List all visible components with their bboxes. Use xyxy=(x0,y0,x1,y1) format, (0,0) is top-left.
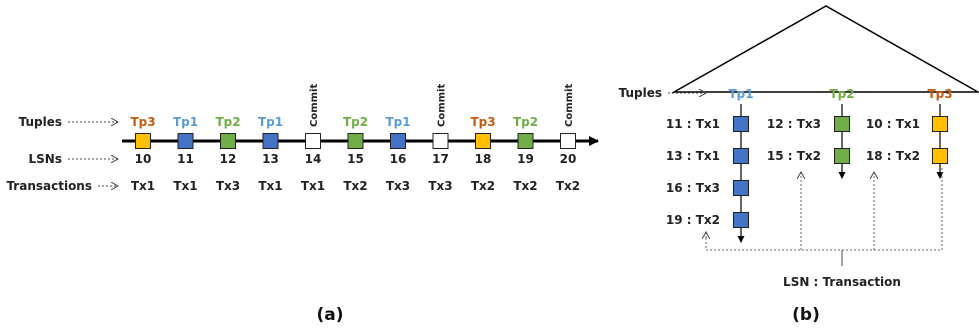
log-entry: Commit 20 Tx2 xyxy=(556,84,580,193)
tuple-label: Tp2 xyxy=(513,115,538,129)
transaction-label: Tx1 xyxy=(301,179,325,193)
tuple-label: Tp1 xyxy=(258,115,283,129)
tuple-write-marker xyxy=(475,133,491,149)
log-entry: Commit 17 Tx3 xyxy=(428,84,452,193)
version-lsn-tx-label: 19 : Tx2 xyxy=(666,213,720,227)
tuple-write-marker xyxy=(262,133,279,149)
b-tuples-label: Tuples xyxy=(619,86,662,100)
version-lsn-tx-label: 11 : Tx1 xyxy=(666,117,720,131)
version-node xyxy=(932,148,948,164)
lsn-label: 17 xyxy=(432,152,449,166)
transaction-label: Tx1 xyxy=(131,179,155,193)
version-lsn-tx-label: 15 : Tx2 xyxy=(767,149,821,163)
tuple-write-marker xyxy=(177,133,194,149)
commit-marker xyxy=(305,133,321,149)
tuple-write-marker xyxy=(135,133,151,149)
transaction-label: Tx2 xyxy=(556,179,580,193)
commit-label: Commit xyxy=(309,84,320,127)
log-entry: Tp2 12 Tx3 xyxy=(215,115,240,193)
tuple-write-marker xyxy=(517,133,534,149)
log-entry: Tp1 16 Tx3 xyxy=(385,115,410,193)
version-lsn-tx-label: 18 : Tx2 xyxy=(866,149,920,163)
lsn-label: 16 xyxy=(390,152,407,166)
version-lsn-tx-label: 13 : Tx1 xyxy=(666,149,720,163)
legend-bracket-line xyxy=(705,168,943,251)
version-lsn-tx-label: 16 : Tx3 xyxy=(666,181,720,195)
transaction-label: Tx3 xyxy=(216,179,240,193)
tuple-label: Tp2 xyxy=(215,115,240,129)
panel-a-caption: (a) xyxy=(316,305,343,325)
panel-b: Tuples Tp1 11 : Tx1 13 : Tx1 16 : Tx3 19 : T… xyxy=(619,5,979,325)
commit-marker xyxy=(432,133,449,149)
lsn-label: 12 xyxy=(220,152,237,166)
transaction-label: Tx2 xyxy=(343,179,367,193)
commit-label: Commit xyxy=(564,84,575,127)
transaction-label: Tx2 xyxy=(471,179,495,193)
chain-tuple-label: Tp2 xyxy=(829,87,854,101)
tuple-label: Tp3 xyxy=(470,115,495,129)
version-node xyxy=(834,148,850,164)
version-chain: Tp3 10 : Tx1 18 : Tx2 xyxy=(866,87,953,179)
commit-marker xyxy=(560,133,576,149)
transaction-label: Tx3 xyxy=(386,179,410,193)
log-entry: Tp3 18 Tx2 xyxy=(470,115,495,193)
transaction-label: Tx2 xyxy=(513,179,537,193)
log-entry: Tp1 11 Tx1 xyxy=(173,115,198,193)
version-node xyxy=(733,148,749,164)
legend-connector xyxy=(705,168,943,266)
tuple-label: Tp3 xyxy=(130,115,155,129)
tuple-write-marker xyxy=(220,133,236,149)
version-chain: Tp2 12 : Tx3 15 : Tx2 xyxy=(767,87,855,179)
lsn-label: 11 xyxy=(177,152,194,166)
version-lsn-tx-label: 10 : Tx1 xyxy=(866,117,920,131)
version-node xyxy=(733,180,749,196)
version-chains: Tp1 11 : Tx1 13 : Tx1 16 : Tx3 19 : Tx2 Tp2 12… xyxy=(666,87,953,243)
lsn-label: 20 xyxy=(560,152,577,166)
transactions-row-label: Transactions xyxy=(6,179,92,193)
log-entry: Tp3 10 Tx1 xyxy=(130,115,155,193)
lsns-row-label: LSNs xyxy=(29,152,62,166)
tuple-write-marker xyxy=(347,133,364,149)
lsn-label: 18 xyxy=(475,152,492,166)
version-node xyxy=(733,212,749,228)
version-lsn-tx-label: 12 : Tx3 xyxy=(767,117,821,131)
tuples-row-label: Tuples xyxy=(19,115,62,129)
chain-tuple-label: Tp1 xyxy=(728,87,753,101)
version-chain: Tp1 11 : Tx1 13 : Tx1 16 : Tx3 19 : Tx2 xyxy=(666,87,754,243)
tuple-label: Tp1 xyxy=(173,115,198,129)
tuple-label: Tp2 xyxy=(343,115,368,129)
transaction-label: Tx1 xyxy=(173,179,197,193)
log-entries: Tp3 10 Tx1 Tp1 11 Tx1 Tp2 12 Tx3 Tp1 13 Tx1 Commit 14… xyxy=(130,84,580,193)
lsn-label: 19 xyxy=(517,152,534,166)
panel-a: Tuples LSNs Transactions Tp3 10 Tx1 Tp1 11 Tx… xyxy=(6,84,599,325)
log-entry: Commit 14 Tx1 xyxy=(301,84,325,193)
tuple-write-marker xyxy=(390,133,406,149)
chain-tuple-label: Tp3 xyxy=(927,87,952,101)
log-entry: Tp1 13 Tx1 xyxy=(258,115,283,193)
transaction-label: Tx3 xyxy=(428,179,452,193)
lsn-label: 14 xyxy=(305,152,322,166)
version-node xyxy=(733,116,749,132)
lsn-label: 10 xyxy=(135,152,152,166)
log-entry: Tp2 19 Tx2 xyxy=(513,115,538,193)
version-node xyxy=(834,116,850,132)
transaction-label: Tx1 xyxy=(258,179,282,193)
legend-lsn-transaction: LSN : Transaction xyxy=(783,275,901,289)
log-entry: Tp2 15 Tx2 xyxy=(343,115,368,193)
tuple-label: Tp1 xyxy=(385,115,410,129)
panel-b-caption: (b) xyxy=(792,305,820,325)
version-node xyxy=(932,116,948,132)
lsn-label: 15 xyxy=(347,152,364,166)
index-tree-triangle xyxy=(671,5,979,93)
commit-label: Commit xyxy=(437,84,448,127)
lsn-label: 13 xyxy=(262,152,279,166)
